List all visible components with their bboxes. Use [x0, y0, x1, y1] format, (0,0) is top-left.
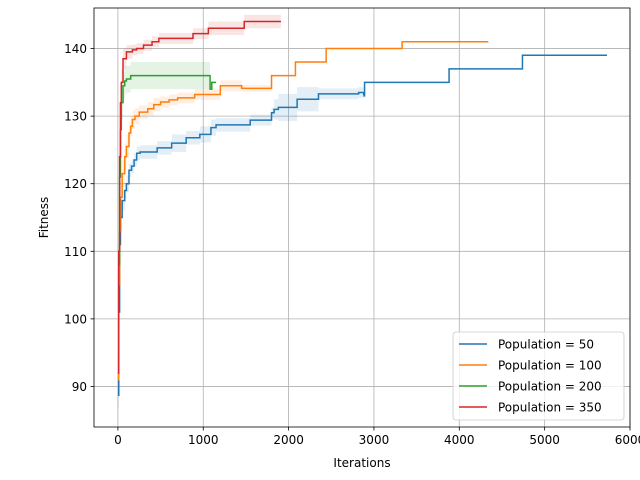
y-axis-label: Fitness: [37, 197, 51, 239]
x-axis-label: Iterations: [333, 456, 390, 470]
x-tick-label: 6000: [615, 433, 640, 447]
legend-label-1: Population = 100: [498, 359, 602, 373]
band-layer: [117, 14, 607, 409]
y-tick-label: 130: [64, 110, 87, 124]
y-tick-label: 140: [64, 42, 87, 56]
y-tick-label: 90: [72, 380, 87, 394]
legend: Population = 50 Population = 100 Populatio…: [452, 331, 625, 421]
x-tick-label: 4000: [444, 433, 475, 447]
y-tick-label: 120: [64, 177, 87, 191]
legend-label-3: Population = 350: [498, 401, 602, 415]
confidence-band-series-3: [117, 14, 281, 390]
line-layer: [117, 20, 607, 396]
y-tick-label: 110: [64, 245, 87, 259]
x-tick-label: 3000: [359, 433, 390, 447]
x-tick-label: 1000: [188, 433, 219, 447]
x-tick-label: 5000: [529, 433, 560, 447]
legend-box: [452, 331, 625, 421]
x-tick-label: 0: [114, 433, 122, 447]
series-line-0: [117, 54, 607, 396]
tick-layer: 0 1000 2000 3000 4000 5000 6000 90 100 110 120 130 1…: [64, 42, 640, 447]
legend-label-0: Population = 50: [498, 338, 594, 352]
grid-layer: [94, 8, 631, 427]
x-tick-label: 2000: [273, 433, 304, 447]
series-line-3: [117, 20, 281, 374]
y-tick-label: 100: [64, 312, 87, 326]
series-line-1: [117, 41, 489, 381]
legend-label-2: Population = 200: [498, 380, 602, 394]
plot-frame: [93, 7, 631, 428]
